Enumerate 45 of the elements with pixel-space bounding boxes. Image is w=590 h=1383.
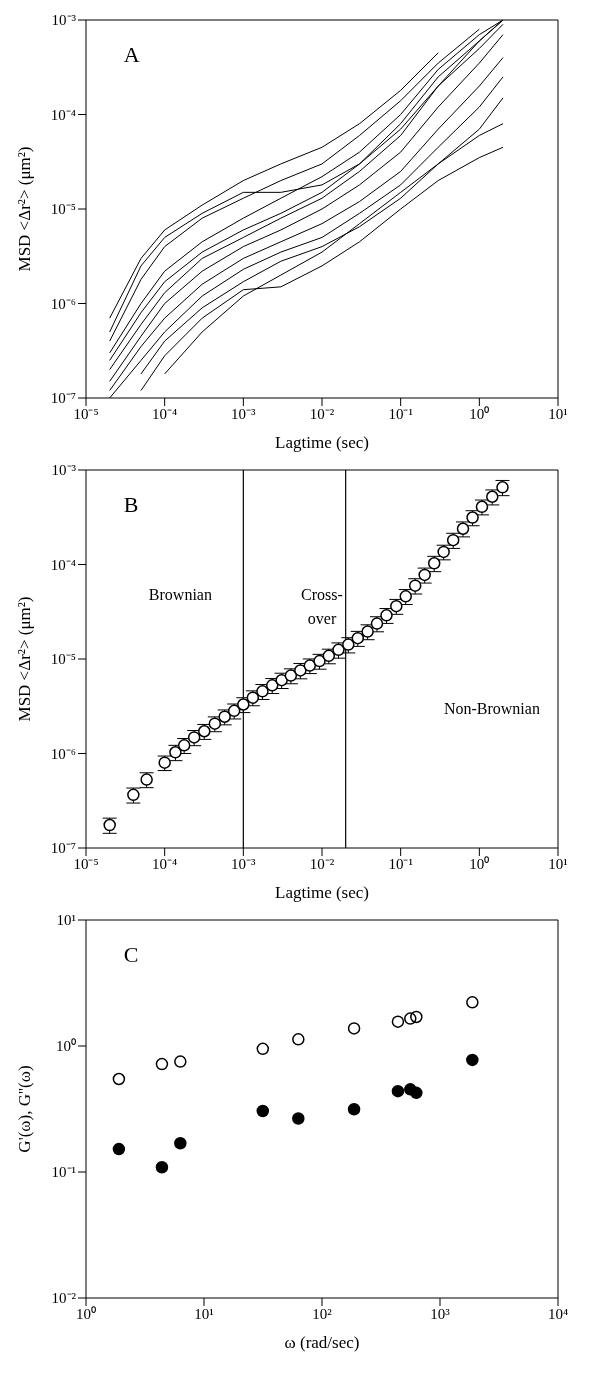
x-tick-label: 10⁻³ bbox=[231, 405, 257, 422]
x-tick-label: 10⁻⁵ bbox=[73, 405, 99, 422]
annotation: C bbox=[123, 941, 139, 967]
y-tick-label: 10⁻³ bbox=[51, 12, 77, 29]
x-tick-label: 10¹ bbox=[548, 855, 568, 872]
x-tick-label: 10⁻¹ bbox=[388, 855, 413, 872]
y-tick-label: 10⁻⁵ bbox=[50, 201, 76, 218]
x-tick-label: 10⁰ bbox=[469, 405, 490, 422]
y-tick-label: 10⁻⁷ bbox=[50, 390, 76, 407]
annotation: B bbox=[123, 491, 139, 517]
y-tick-label: 10⁻⁶ bbox=[50, 745, 76, 762]
y-axis-title: MSD <Δr²> (μm²) bbox=[15, 596, 35, 722]
x-tick-label: 10⁻² bbox=[309, 405, 335, 422]
y-tick-label: 10⁻⁶ bbox=[50, 295, 76, 312]
y-tick-label: 10⁻⁵ bbox=[50, 651, 76, 668]
x-axis-title: Lagtime (sec) bbox=[275, 433, 369, 452]
y-axis-title: G'(ω), G''(ω) bbox=[15, 1065, 35, 1153]
x-tick-label: 10⁰ bbox=[76, 1305, 96, 1322]
x-tick-label: 10⁻¹ bbox=[388, 405, 413, 422]
x-tick-label: 10⁻⁴ bbox=[152, 855, 178, 872]
annotation: A bbox=[123, 41, 140, 67]
y-tick-label: 10⁻³ bbox=[51, 462, 77, 479]
x-tick-label: 10⁻⁵ bbox=[73, 855, 99, 872]
y-tick-label: 10⁰ bbox=[56, 1038, 76, 1055]
y-axis-title: MSD <Δr²> (μm²) bbox=[15, 146, 35, 272]
y-tick-label: 10¹ bbox=[56, 912, 76, 929]
y-tick-label: 10⁻² bbox=[51, 1290, 77, 1307]
y-tick-label: 10⁻⁴ bbox=[50, 106, 76, 123]
x-tick-label: 10⁻³ bbox=[231, 855, 257, 872]
x-tick-label: 10³ bbox=[430, 1305, 451, 1322]
x-tick-label: 10⁻² bbox=[309, 855, 335, 872]
annotation: Non-Brownian bbox=[443, 698, 540, 719]
x-tick-label: 10⁴ bbox=[547, 1305, 569, 1322]
x-tick-label: 10⁰ bbox=[469, 855, 490, 872]
y-tick-label: 10⁻¹ bbox=[51, 1164, 76, 1181]
x-tick-label: 10² bbox=[312, 1305, 333, 1322]
x-tick-label: 10¹ bbox=[194, 1305, 214, 1322]
annotation: Cross- over bbox=[301, 585, 343, 630]
x-axis-title: Lagtime (sec) bbox=[275, 883, 369, 902]
y-tick-label: 10⁻⁷ bbox=[50, 840, 76, 857]
x-tick-label: 10¹ bbox=[548, 405, 568, 422]
annotation: Brownian bbox=[148, 585, 212, 606]
y-tick-label: 10⁻⁴ bbox=[50, 556, 76, 573]
x-tick-label: 10⁻⁴ bbox=[152, 405, 178, 422]
x-axis-title: ω (rad/sec) bbox=[284, 1333, 360, 1352]
